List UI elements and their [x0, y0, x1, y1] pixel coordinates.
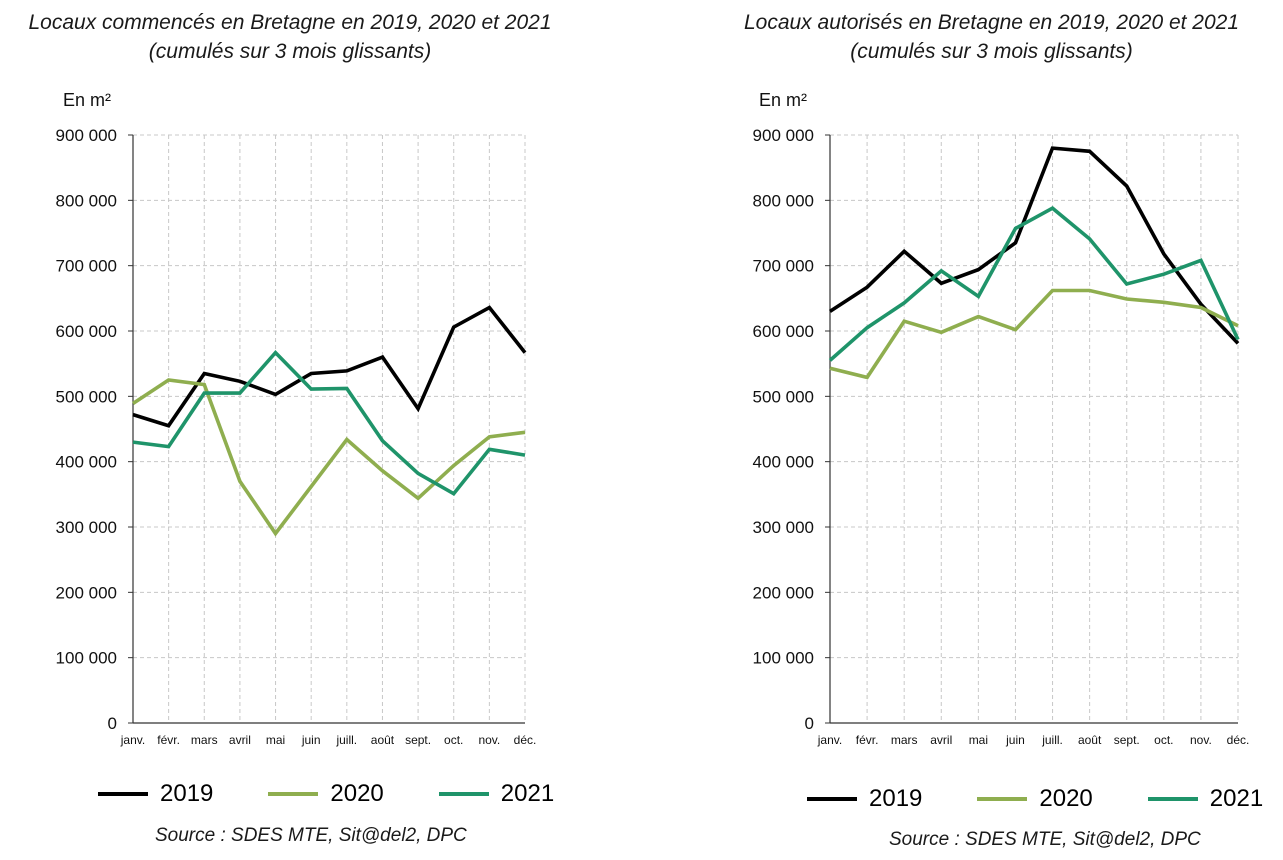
- chart-source: Source : SDES MTE, Sit@del2, DPC: [155, 825, 467, 846]
- x-tick-label: juin: [301, 733, 321, 747]
- legend-swatch-2019: [807, 797, 857, 801]
- y-axis-unit: En m²: [63, 90, 112, 110]
- x-tick-label: janv.: [120, 733, 145, 747]
- x-tick-label: nov.: [1190, 733, 1212, 747]
- y-tick-label: 900 000: [56, 126, 117, 145]
- x-tick-label: mars: [191, 733, 218, 747]
- chart-title-main: Locaux autorisés en Bretagne en 2019, 20…: [743, 11, 1240, 34]
- y-tick-label: 800 000: [753, 191, 814, 210]
- x-tick-label: janv.: [817, 733, 842, 747]
- x-tick-label: déc.: [1227, 733, 1250, 747]
- series-line-2020: [132, 378, 526, 537]
- chart-title-main: Locaux commencés en Bretagne en 2019, 20…: [28, 11, 552, 34]
- y-tick-label: 700 000: [753, 257, 814, 276]
- series-line-2021: [132, 349, 526, 497]
- y-tick-label: 600 000: [56, 322, 117, 341]
- y-tick-label: 900 000: [753, 126, 814, 145]
- x-tick-label: déc.: [514, 733, 537, 747]
- y-tick-label: 200 000: [753, 583, 814, 602]
- y-tick-label: 300 000: [753, 518, 814, 537]
- chart-source: Source : SDES MTE, Sit@del2, DPC: [889, 829, 1201, 850]
- legend-label-2019: 2019: [869, 785, 923, 812]
- legend-swatch-2020: [977, 797, 1028, 801]
- y-tick-label: 500 000: [56, 387, 117, 406]
- legend-swatch-2021: [1147, 797, 1198, 801]
- line-chart-autorises: 0 100 000 200 000 300 000 400 000 500 000 600 …: [753, 126, 1250, 747]
- chart-title: Locaux autorisés en Bretagne en 2019, 20…: [700, 8, 1283, 66]
- legend-label-2021: 2021: [1209, 785, 1264, 812]
- y-tick-label: 800 000: [56, 191, 117, 210]
- chart-subtitle: (cumulés sur 3 mois glissants): [850, 40, 1133, 63]
- x-tick-label: sept.: [405, 733, 431, 747]
- series-line-2019: [829, 146, 1240, 345]
- x-tick-label: févr.: [157, 733, 180, 747]
- legend-label-2021: 2021: [500, 780, 555, 807]
- y-axis-unit: En m²: [759, 90, 808, 110]
- line-chart-commences: 0 100 000 200 000 300 000 400 000 500 000 600 …: [56, 126, 537, 747]
- x-tick-label: avril: [229, 733, 251, 747]
- y-tick-label: 0: [805, 714, 814, 733]
- y-tick-label: 400 000: [753, 453, 814, 472]
- x-tick-label: avril: [930, 733, 952, 747]
- legend-label-2019: 2019: [160, 780, 214, 807]
- y-tick-label: 400 000: [56, 453, 117, 472]
- x-tick-label: oct.: [444, 733, 463, 747]
- series-line-2021: [828, 206, 1240, 362]
- x-tick-label: juill.: [1041, 733, 1063, 747]
- x-tick-label: mars: [891, 733, 918, 747]
- x-tick-label: mai: [266, 733, 285, 747]
- x-tick-label: août: [371, 733, 395, 747]
- y-tick-label: 300 000: [56, 518, 117, 537]
- legend-item-2020: 2020: [977, 785, 1093, 813]
- legend-label-2020: 2020: [1039, 785, 1093, 812]
- y-tick-label: 100 000: [56, 649, 117, 668]
- y-tick-label: 700 000: [56, 257, 117, 276]
- chart-panel-right: Locaux autorisés en Bretagne en 2019, 20…: [700, 0, 1283, 860]
- legend-item-2020: 2020: [268, 780, 384, 808]
- legend-item-2019: 2019: [807, 785, 922, 813]
- x-tick-label: sept.: [1114, 733, 1140, 747]
- series-line-2019: [132, 305, 527, 428]
- y-tick-label: 500 000: [753, 387, 814, 406]
- chart-panel-left: Locaux commencés en Bretagne en 2019, 20…: [0, 0, 640, 860]
- x-tick-label: févr.: [856, 733, 879, 747]
- chart-subtitle: (cumulés sur 3 mois glissants): [148, 40, 432, 63]
- y-tick-label: 600 000: [753, 322, 814, 341]
- y-tick-label: 200 000: [56, 583, 117, 602]
- x-tick-label: nov.: [478, 733, 500, 747]
- y-tick-label: 0: [108, 714, 117, 733]
- x-tick-label: juill.: [335, 733, 357, 747]
- x-tick-label: juin: [1005, 733, 1025, 747]
- legend-label-2020: 2020: [330, 780, 384, 807]
- y-tick-label: 100 000: [753, 649, 814, 668]
- legend-item-2021: 2021: [1147, 785, 1264, 813]
- legend-swatch-2021: [438, 792, 489, 796]
- legend-item-2021: 2021: [438, 780, 555, 808]
- legend-item-2019: 2019: [98, 780, 213, 808]
- x-tick-label: oct.: [1154, 733, 1173, 747]
- legend-swatch-2019: [98, 792, 148, 796]
- x-tick-label: mai: [969, 733, 988, 747]
- legend-swatch-2020: [268, 792, 319, 796]
- chart-legend: 2019 2020 2021: [98, 780, 554, 808]
- x-tick-label: août: [1078, 733, 1102, 747]
- series-line-2020: [829, 288, 1239, 380]
- chart-title: Locaux commencés en Bretagne en 2019, 20…: [0, 8, 580, 66]
- chart-legend: 2019 2020 2021: [807, 785, 1263, 813]
